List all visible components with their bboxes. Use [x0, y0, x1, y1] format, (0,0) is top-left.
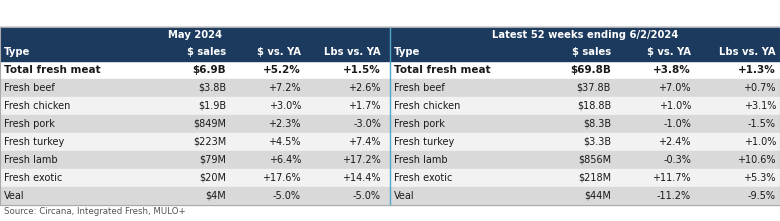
Text: +0.7%: +0.7%	[743, 83, 776, 93]
Bar	[0, 79, 390, 97]
Text: $849M: $849M	[193, 119, 226, 129]
Bar	[0, 97, 390, 115]
Text: Total fresh meat: Total fresh meat	[4, 65, 101, 75]
Text: -9.5%: -9.5%	[748, 191, 776, 201]
Text: +11.7%: +11.7%	[652, 173, 691, 183]
Text: Fresh pork: Fresh pork	[4, 119, 55, 129]
Bar	[390, 61, 780, 79]
Bar	[0, 61, 390, 79]
Text: -11.2%: -11.2%	[657, 191, 691, 201]
Text: +7.0%: +7.0%	[658, 83, 691, 93]
Text: +7.2%: +7.2%	[268, 83, 301, 93]
Text: $20M: $20M	[199, 173, 226, 183]
Text: +3.8%: +3.8%	[654, 65, 691, 75]
Text: $ vs. YA: $ vs. YA	[257, 47, 301, 57]
Text: Fresh beef: Fresh beef	[4, 83, 55, 93]
Text: +5.3%: +5.3%	[743, 173, 776, 183]
Text: +5.2%: +5.2%	[264, 65, 301, 75]
Text: Lbs vs. YA: Lbs vs. YA	[719, 47, 776, 57]
Text: $3.8B: $3.8B	[198, 83, 226, 93]
Text: Fresh turkey: Fresh turkey	[394, 137, 454, 147]
Text: Veal: Veal	[4, 191, 25, 201]
Text: -0.3%: -0.3%	[663, 155, 691, 165]
Text: Fresh turkey: Fresh turkey	[4, 137, 64, 147]
Text: -5.0%: -5.0%	[353, 191, 381, 201]
Text: -5.0%: -5.0%	[273, 191, 301, 201]
Text: +17.6%: +17.6%	[262, 173, 301, 183]
Bar	[390, 97, 780, 115]
Text: Fresh exotic: Fresh exotic	[394, 173, 452, 183]
Bar	[0, 133, 390, 151]
Text: +1.0%: +1.0%	[743, 137, 776, 147]
Text: +3.1%: +3.1%	[743, 101, 776, 111]
Bar	[0, 27, 390, 43]
Text: $218M: $218M	[578, 173, 611, 183]
Text: Veal: Veal	[394, 191, 415, 201]
Text: $6.9B: $6.9B	[193, 65, 226, 75]
Bar	[390, 169, 780, 187]
Text: Fresh beef: Fresh beef	[394, 83, 445, 93]
Bar	[0, 43, 390, 61]
Text: $223M: $223M	[193, 137, 226, 147]
Text: +14.4%: +14.4%	[342, 173, 381, 183]
Text: +3.0%: +3.0%	[268, 101, 301, 111]
Text: $37.8B: $37.8B	[576, 83, 611, 93]
Text: Type: Type	[4, 47, 30, 57]
Text: Fresh chicken: Fresh chicken	[4, 101, 70, 111]
Bar	[0, 169, 390, 187]
Bar	[390, 115, 780, 133]
Text: Type: Type	[394, 47, 420, 57]
Text: +4.5%: +4.5%	[268, 137, 301, 147]
Text: +7.4%: +7.4%	[349, 137, 381, 147]
Text: +2.4%: +2.4%	[658, 137, 691, 147]
Text: $ sales: $ sales	[187, 47, 226, 57]
Text: +10.6%: +10.6%	[738, 155, 776, 165]
Text: Fresh chicken: Fresh chicken	[394, 101, 460, 111]
Text: $8.3B: $8.3B	[583, 119, 611, 129]
Text: $4M: $4M	[205, 191, 226, 201]
Text: $18.8B: $18.8B	[576, 101, 611, 111]
Text: $856M: $856M	[578, 155, 611, 165]
Bar	[0, 27, 780, 205]
Text: $44M: $44M	[584, 191, 611, 201]
Text: $3.3B: $3.3B	[583, 137, 611, 147]
Text: +1.3%: +1.3%	[738, 65, 776, 75]
Text: +6.4%: +6.4%	[268, 155, 301, 165]
Text: Fresh lamb: Fresh lamb	[4, 155, 58, 165]
Bar	[0, 151, 390, 169]
Text: Fresh pork: Fresh pork	[394, 119, 445, 129]
Text: -1.5%: -1.5%	[748, 119, 776, 129]
Bar	[390, 151, 780, 169]
Text: $69.8B: $69.8B	[570, 65, 611, 75]
Bar	[390, 27, 780, 43]
Text: Fresh exotic: Fresh exotic	[4, 173, 62, 183]
Text: +2.6%: +2.6%	[349, 83, 381, 93]
Bar	[0, 115, 390, 133]
Text: +1.0%: +1.0%	[658, 101, 691, 111]
Text: +1.7%: +1.7%	[349, 101, 381, 111]
Text: Latest 52 weeks ending 6/2/2024: Latest 52 weeks ending 6/2/2024	[492, 30, 678, 40]
Bar	[390, 133, 780, 151]
Text: $79M: $79M	[199, 155, 226, 165]
Bar	[0, 187, 390, 205]
Bar	[390, 79, 780, 97]
Text: +2.3%: +2.3%	[268, 119, 301, 129]
Text: +1.5%: +1.5%	[343, 65, 381, 75]
Text: Fresh lamb: Fresh lamb	[394, 155, 448, 165]
Text: $ sales: $ sales	[572, 47, 611, 57]
Bar	[390, 43, 780, 61]
Text: -1.0%: -1.0%	[663, 119, 691, 129]
Text: Source: Circana, Integrated Fresh, MULO+: Source: Circana, Integrated Fresh, MULO+	[4, 206, 186, 215]
Text: $ vs. YA: $ vs. YA	[647, 47, 691, 57]
Text: -3.0%: -3.0%	[353, 119, 381, 129]
Text: Lbs vs. YA: Lbs vs. YA	[324, 47, 381, 57]
Bar	[390, 187, 780, 205]
Text: $1.9B: $1.9B	[198, 101, 226, 111]
Text: +17.2%: +17.2%	[342, 155, 381, 165]
Text: Total fresh meat: Total fresh meat	[394, 65, 491, 75]
Text: May 2024: May 2024	[168, 30, 222, 40]
